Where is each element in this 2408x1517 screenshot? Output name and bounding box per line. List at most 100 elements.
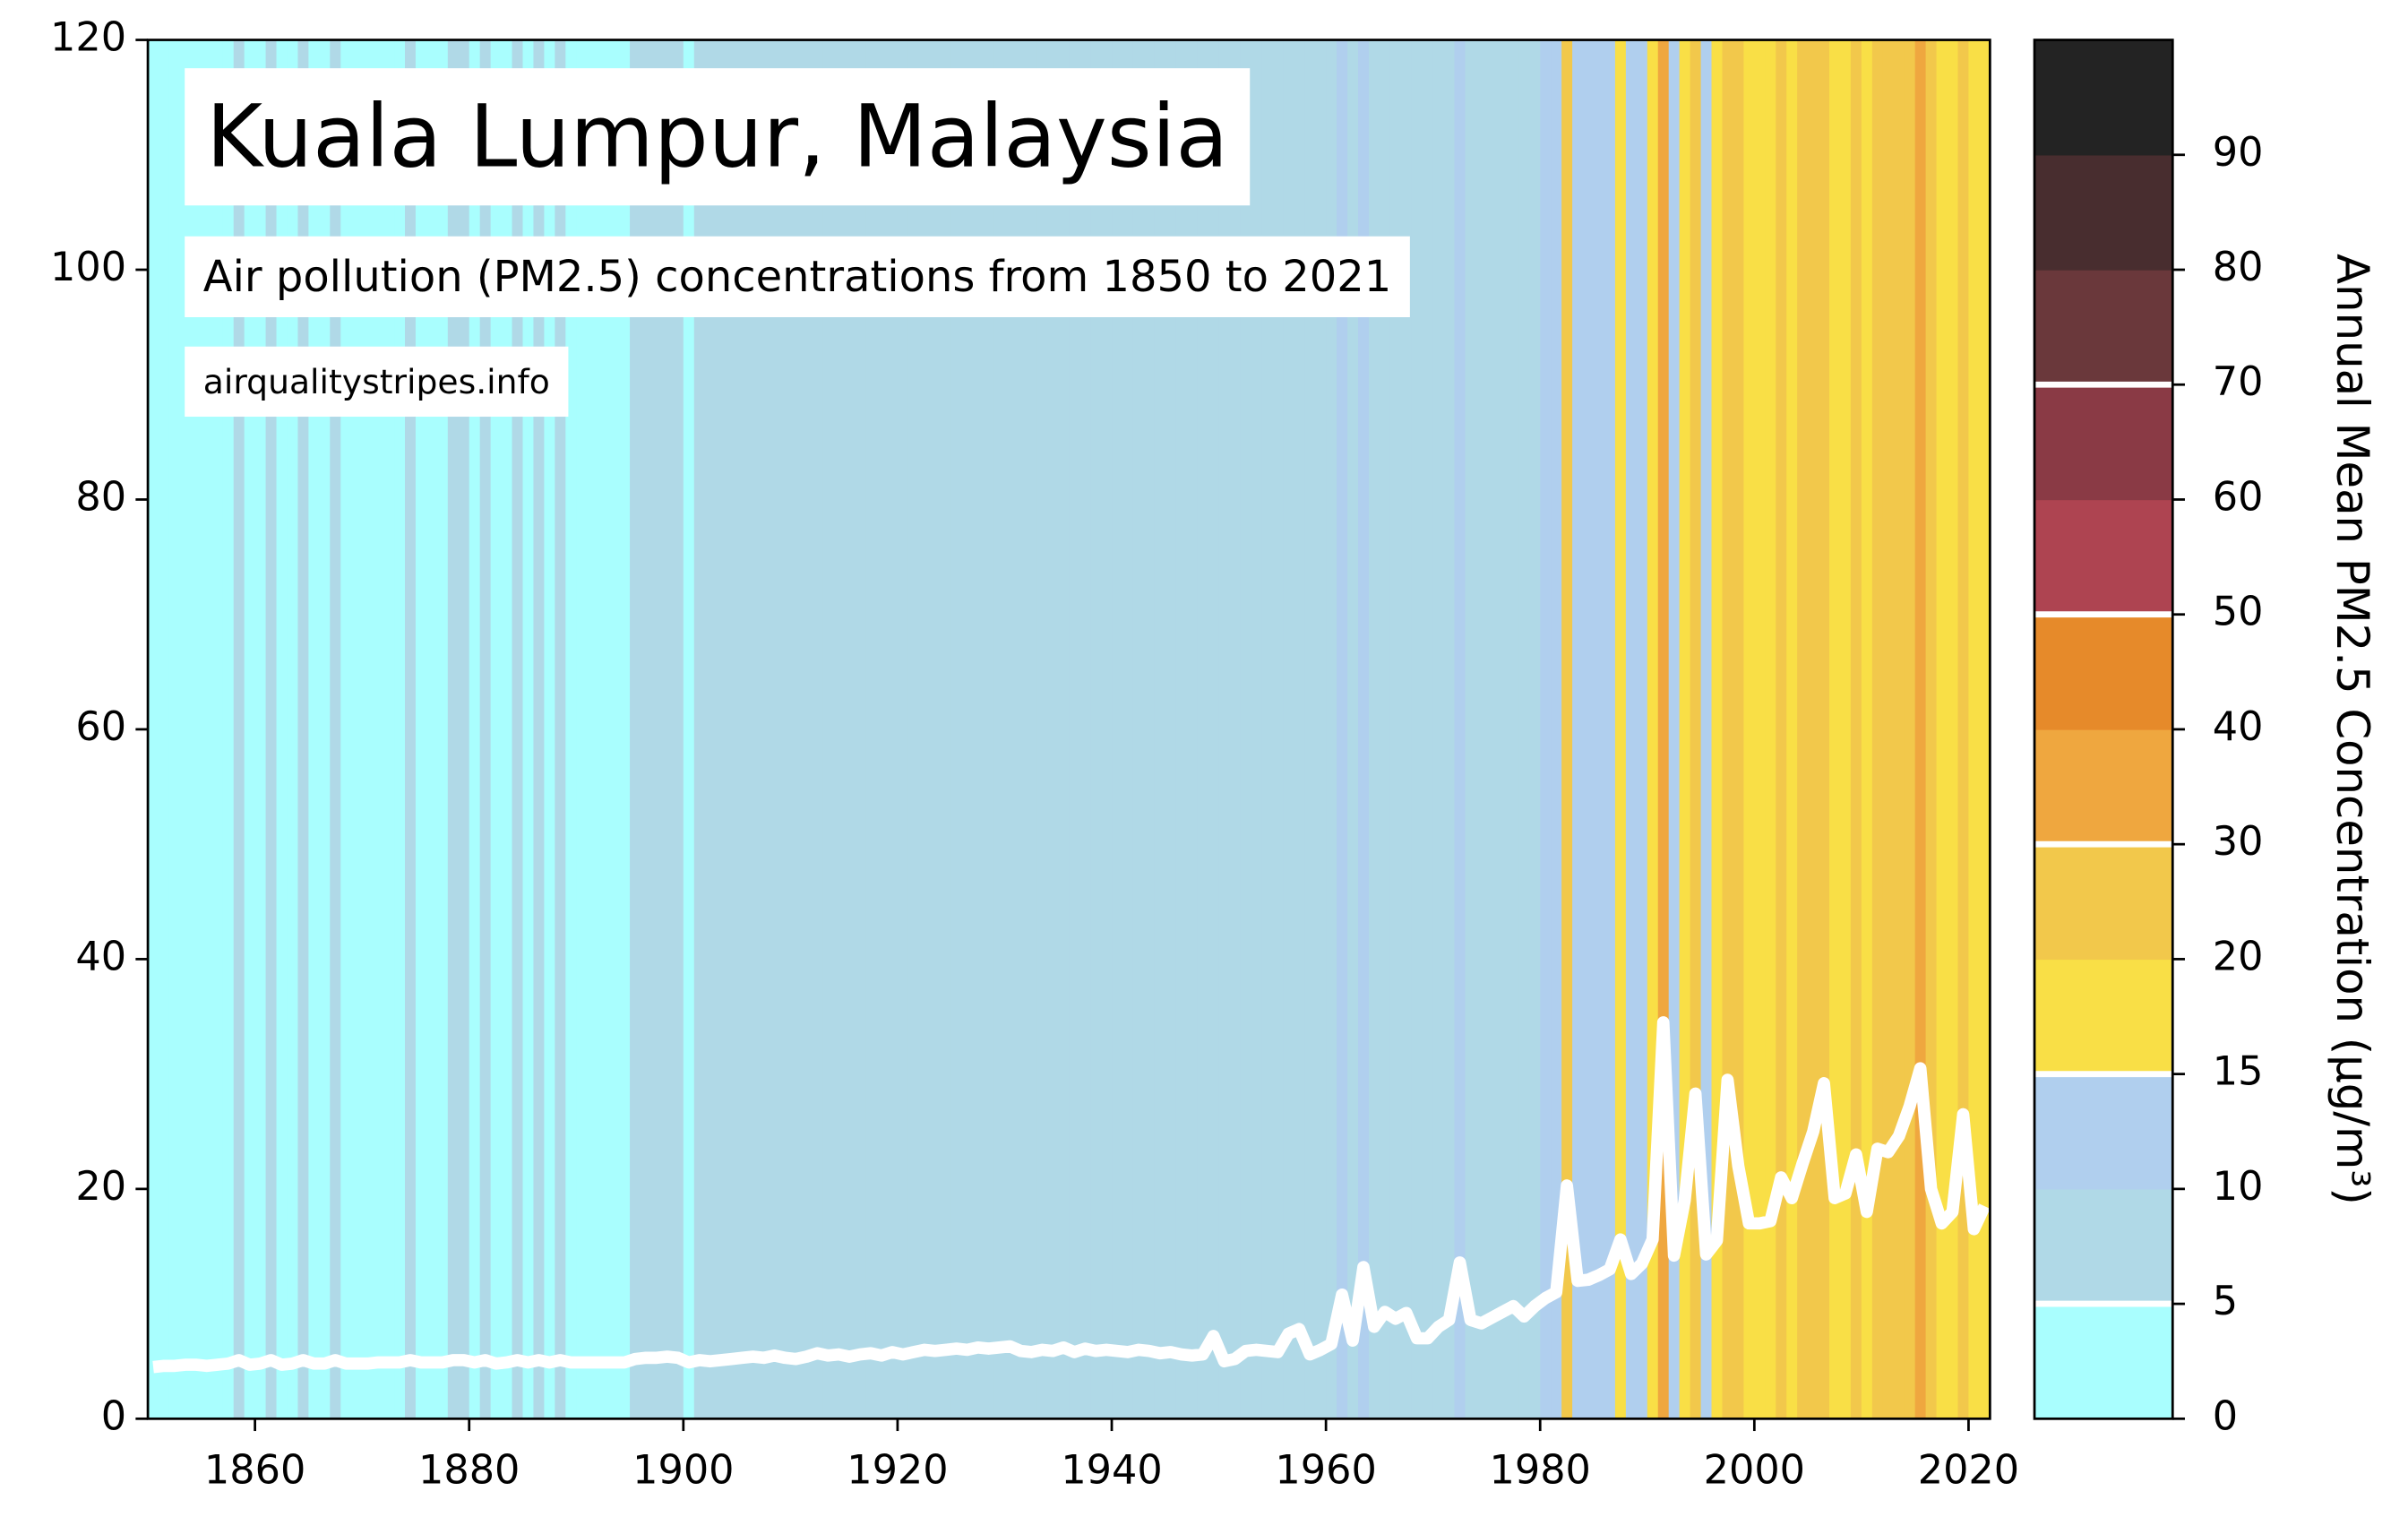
y-tick-label: 0 [101, 1392, 126, 1439]
stripe [1389, 39, 1402, 1419]
colorbar-bin [2034, 1304, 2173, 1420]
colorbar-bin [2034, 499, 2173, 616]
stripe [1561, 39, 1573, 1419]
stripe [1797, 39, 1809, 1419]
colorbar-tick-label: 50 [2213, 589, 2264, 635]
stripe [1614, 39, 1627, 1419]
stripe [1700, 39, 1713, 1419]
stripe [672, 39, 684, 1419]
colorbar-bin [2034, 959, 2173, 1075]
stripe [844, 39, 856, 1419]
stripe [1347, 39, 1359, 1419]
stripe [1337, 39, 1348, 1419]
stripe [1572, 39, 1584, 1419]
colorbar-bin [2034, 1073, 2173, 1190]
stripe [1368, 39, 1380, 1419]
stripe [1251, 39, 1263, 1419]
stripe [1711, 39, 1724, 1419]
stripe [1829, 39, 1841, 1419]
stripe [641, 39, 652, 1419]
colorbar-tick-label: 5 [2213, 1278, 2238, 1324]
stripe [1143, 39, 1156, 1419]
stripe [1229, 39, 1242, 1419]
colorbar-bin [2034, 384, 2173, 501]
plot-area: 0 20 40 60 80 100 120 1860 1880 1900 1920 1940 1960 1… [50, 14, 2019, 1494]
stripe [1112, 39, 1123, 1419]
stripe [812, 39, 823, 1419]
stripe [993, 39, 1006, 1419]
stripe [1304, 39, 1316, 1419]
stripe [918, 39, 931, 1419]
stripe [148, 39, 159, 1419]
stripe [1208, 39, 1220, 1419]
y-tick-label: 60 [75, 703, 126, 750]
stripe [1261, 39, 1274, 1419]
stripe [693, 39, 706, 1419]
colorbar-tick-label: 15 [2213, 1048, 2264, 1095]
colorbar-tick-label: 0 [2213, 1392, 2238, 1439]
x-tick-label: 1980 [1490, 1446, 1591, 1493]
stripe [1058, 39, 1070, 1419]
stripe [1754, 39, 1766, 1419]
stripe [1893, 39, 1905, 1419]
colorbar-bin [2034, 270, 2173, 385]
stripe [1132, 39, 1145, 1419]
stripe [972, 39, 985, 1419]
stripe [1839, 39, 1852, 1419]
x-tick-label: 1960 [1275, 1446, 1376, 1493]
stripe [1604, 39, 1616, 1419]
stripe [1925, 39, 1938, 1419]
stripe [1979, 39, 1991, 1419]
stripe [1497, 39, 1509, 1419]
y-tick-label: 40 [75, 933, 126, 979]
stripe [1786, 39, 1798, 1419]
stripe [587, 39, 598, 1419]
stripe [769, 39, 781, 1419]
colorbar-bin [2034, 39, 2173, 156]
y-tick-label: 100 [50, 244, 126, 290]
stripe [1722, 39, 1734, 1419]
stripe [1411, 39, 1423, 1419]
source-box [185, 346, 569, 418]
stripe [630, 39, 641, 1419]
stripe [1004, 39, 1017, 1419]
stripe [907, 39, 920, 1419]
colorbar-bin [2034, 728, 2173, 845]
stripe [1036, 39, 1048, 1419]
stripe [1047, 39, 1059, 1419]
stripe [1518, 39, 1530, 1419]
colorbar-bin [2034, 154, 2173, 271]
stripe [736, 39, 749, 1419]
stripe [876, 39, 888, 1419]
colorbar-tick-label: 70 [2213, 358, 2264, 405]
stripe [1186, 39, 1199, 1419]
stripe [1936, 39, 1948, 1419]
colorbar-tick-label: 60 [2213, 473, 2264, 520]
colorbar-label: Annual Mean PM2.5 Concentration (µg/m³) [2326, 254, 2378, 1205]
x-tick-label: 2000 [1704, 1446, 1805, 1493]
stripe [758, 39, 770, 1419]
stripe [1422, 39, 1434, 1419]
stripe [822, 39, 834, 1419]
stripe [747, 39, 760, 1419]
stripe [1283, 39, 1294, 1419]
colorbar: 0 5 10 15 20 30 40 50 60 70 80 90 Annual Mean PM2.5 … [2033, 39, 2378, 1439]
stripe [1069, 39, 1080, 1419]
stripe [1197, 39, 1209, 1419]
stripe [159, 39, 170, 1419]
colorbar-tick-label: 90 [2213, 129, 2264, 176]
x-tick-label: 1860 [204, 1446, 305, 1493]
stripe [897, 39, 909, 1419]
stripe [865, 39, 877, 1419]
stripe [1443, 39, 1456, 1419]
stripe [168, 39, 181, 1419]
stripe [1871, 39, 1884, 1419]
stripe [1175, 39, 1188, 1419]
x-tick-label: 1880 [418, 1446, 520, 1493]
source-note: airqualitystripes.info [203, 362, 550, 401]
stripe [983, 39, 995, 1419]
stripe [1551, 39, 1562, 1419]
colorbar-bin [2034, 844, 2173, 961]
colorbar-bin [2034, 614, 2173, 730]
